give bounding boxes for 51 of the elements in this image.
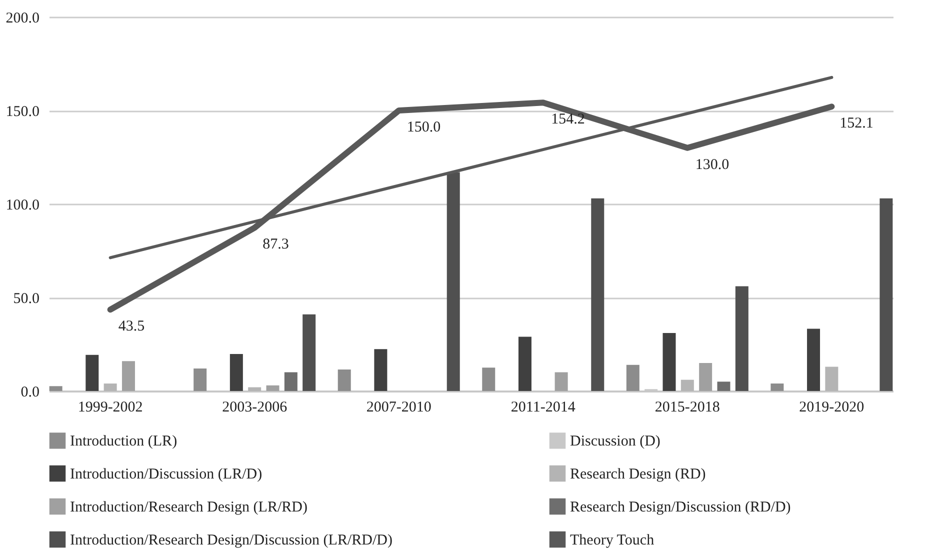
bar bbox=[735, 286, 748, 391]
bar bbox=[680, 380, 694, 391]
bar bbox=[284, 372, 298, 391]
bar bbox=[662, 333, 676, 391]
x-tick-label: 2007-2010 bbox=[366, 400, 432, 416]
bar bbox=[482, 368, 496, 391]
bar bbox=[266, 385, 280, 391]
legend-label: Introduction/Research Design/Discussion (LR/RD/D) bbox=[70, 532, 392, 548]
bar bbox=[104, 384, 117, 391]
legend-label: Theory Touch bbox=[570, 532, 655, 548]
legend-label: Introduction/Research Design (LR/RD) bbox=[70, 500, 308, 516]
bar bbox=[591, 198, 604, 391]
bar bbox=[717, 382, 730, 391]
bar bbox=[807, 328, 820, 391]
data-label: 43.5 bbox=[118, 318, 145, 335]
x-tick-label: 2015-2018 bbox=[654, 400, 720, 416]
y-tick-label: 200.0 bbox=[6, 10, 40, 26]
bar bbox=[194, 368, 207, 391]
legend-label: Research Design/Discussion (RD/D) bbox=[570, 500, 791, 516]
bar bbox=[880, 198, 893, 391]
legend-label: Discussion (D) bbox=[570, 434, 660, 450]
bar bbox=[302, 314, 316, 391]
legend-label: Introduction (LR) bbox=[70, 434, 178, 450]
y-tick-label: 50.0 bbox=[13, 291, 40, 307]
y-tick-label: 150.0 bbox=[6, 104, 40, 120]
bar bbox=[248, 387, 262, 391]
bar bbox=[86, 354, 99, 391]
bar bbox=[825, 366, 838, 391]
legend-label: Introduction/Discussion (LR/D) bbox=[70, 466, 262, 482]
bar bbox=[699, 362, 712, 391]
x-tick-label: 2019-2020 bbox=[799, 400, 864, 416]
data-label: 87.3 bbox=[262, 236, 289, 253]
x-tick-label: 2003-2006 bbox=[222, 400, 288, 416]
bar bbox=[554, 372, 568, 391]
bar bbox=[122, 361, 135, 391]
y-tick-label: 100.0 bbox=[6, 198, 40, 214]
x-tick-label: 1999-2002 bbox=[78, 400, 143, 416]
bar bbox=[230, 354, 243, 391]
bar bbox=[338, 369, 351, 391]
bar bbox=[49, 386, 62, 391]
bar bbox=[770, 384, 784, 391]
bar bbox=[374, 349, 388, 391]
data-label: 150.0 bbox=[406, 120, 441, 136]
y-tick-label: 0.0 bbox=[20, 384, 40, 400]
data-label: 152.1 bbox=[840, 116, 874, 132]
bar bbox=[626, 364, 640, 391]
legend-label: Research Design (RD) bbox=[570, 466, 706, 482]
data-label: 130.0 bbox=[695, 156, 730, 173]
data-label: 154.2 bbox=[551, 112, 585, 128]
x-tick-label: 2011-2014 bbox=[510, 400, 576, 416]
bar bbox=[518, 336, 532, 391]
